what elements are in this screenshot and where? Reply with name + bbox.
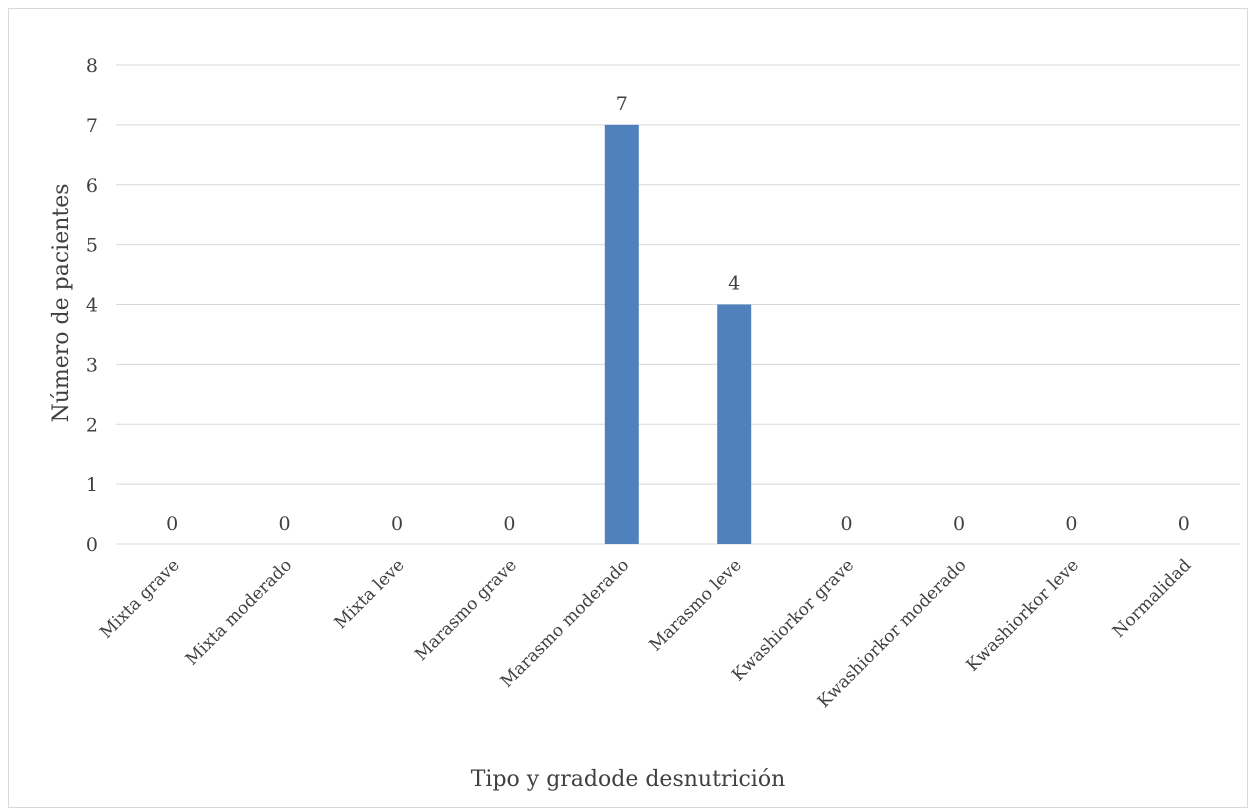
data-label-3: 0: [503, 513, 515, 535]
y-tick-label-4: 4: [86, 295, 98, 317]
x-category-label-0: Mixta grave: [96, 555, 183, 642]
data-label-4: 7: [616, 93, 628, 115]
y-tick-label-0: 0: [86, 534, 98, 556]
x-category-label-5: Marasmo leve: [646, 555, 746, 655]
data-label-8: 0: [1065, 513, 1077, 535]
x-category-label-3: Marasmo grave: [411, 555, 521, 665]
y-tick-label-2: 2: [86, 414, 98, 436]
gridlines: [116, 64, 1240, 545]
y-tick-label-3: 3: [86, 354, 98, 376]
data-label-2: 0: [391, 513, 403, 535]
data-label-1: 0: [279, 513, 291, 535]
data-label-9: 0: [1178, 513, 1190, 535]
x-category-label-8: Kwashiorkor leve: [963, 555, 1083, 675]
bars: [604, 124, 752, 544]
data-label-7: 0: [953, 513, 965, 535]
data-label-6: 0: [841, 513, 853, 535]
y-tick-label-8: 8: [86, 55, 98, 77]
data-label-0: 0: [166, 513, 178, 535]
y-axis-title: Número de pacientes: [49, 183, 74, 422]
x-axis-title: Tipo y gradode desnutrición: [471, 767, 786, 792]
data-labels: 0 0 0 0 7 4 0 0 0 0: [166, 93, 1190, 535]
x-category-label-1: Mixta moderado: [182, 555, 296, 669]
y-tick-label-7: 7: [86, 115, 98, 137]
y-tick-labels: 0 1 2 3 4 5 6 7 8: [86, 55, 98, 556]
bar-4: [604, 124, 639, 544]
y-tick-label-5: 5: [86, 235, 98, 257]
bar-5: [717, 304, 752, 544]
x-category-label-6: Kwashiorkor grave: [728, 555, 858, 685]
x-category-label-9: Normalidad: [1109, 555, 1196, 642]
x-category-label-2: Mixta leve: [331, 555, 409, 633]
data-label-5: 4: [728, 273, 740, 295]
y-tick-label-6: 6: [86, 175, 98, 197]
y-tick-label-1: 1: [86, 474, 98, 496]
x-category-label-4: Marasmo moderado: [497, 555, 633, 691]
